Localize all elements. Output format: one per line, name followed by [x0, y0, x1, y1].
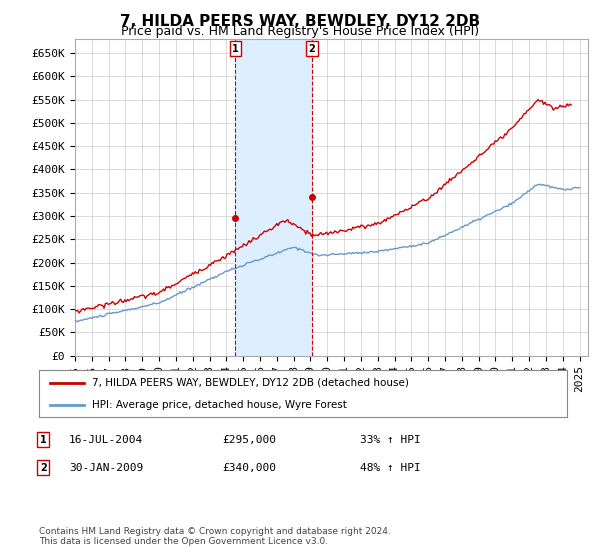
Text: 33% ↑ HPI: 33% ↑ HPI — [360, 435, 421, 445]
Text: Price paid vs. HM Land Registry's House Price Index (HPI): Price paid vs. HM Land Registry's House … — [121, 25, 479, 38]
Text: Contains HM Land Registry data © Crown copyright and database right 2024.
This d: Contains HM Land Registry data © Crown c… — [39, 526, 391, 546]
Text: 48% ↑ HPI: 48% ↑ HPI — [360, 463, 421, 473]
Bar — [235, 39, 312, 356]
Text: 1: 1 — [232, 44, 239, 54]
Text: £340,000: £340,000 — [222, 463, 276, 473]
Text: 7, HILDA PEERS WAY, BEWDLEY, DY12 2DB (detached house): 7, HILDA PEERS WAY, BEWDLEY, DY12 2DB (d… — [92, 378, 409, 388]
Text: 2: 2 — [40, 463, 47, 473]
Text: 2: 2 — [308, 44, 315, 54]
Text: £295,000: £295,000 — [222, 435, 276, 445]
Text: HPI: Average price, detached house, Wyre Forest: HPI: Average price, detached house, Wyre… — [92, 400, 347, 410]
Text: 30-JAN-2009: 30-JAN-2009 — [69, 463, 143, 473]
Text: 1: 1 — [40, 435, 47, 445]
Text: 7, HILDA PEERS WAY, BEWDLEY, DY12 2DB: 7, HILDA PEERS WAY, BEWDLEY, DY12 2DB — [120, 14, 480, 29]
Text: 16-JUL-2004: 16-JUL-2004 — [69, 435, 143, 445]
